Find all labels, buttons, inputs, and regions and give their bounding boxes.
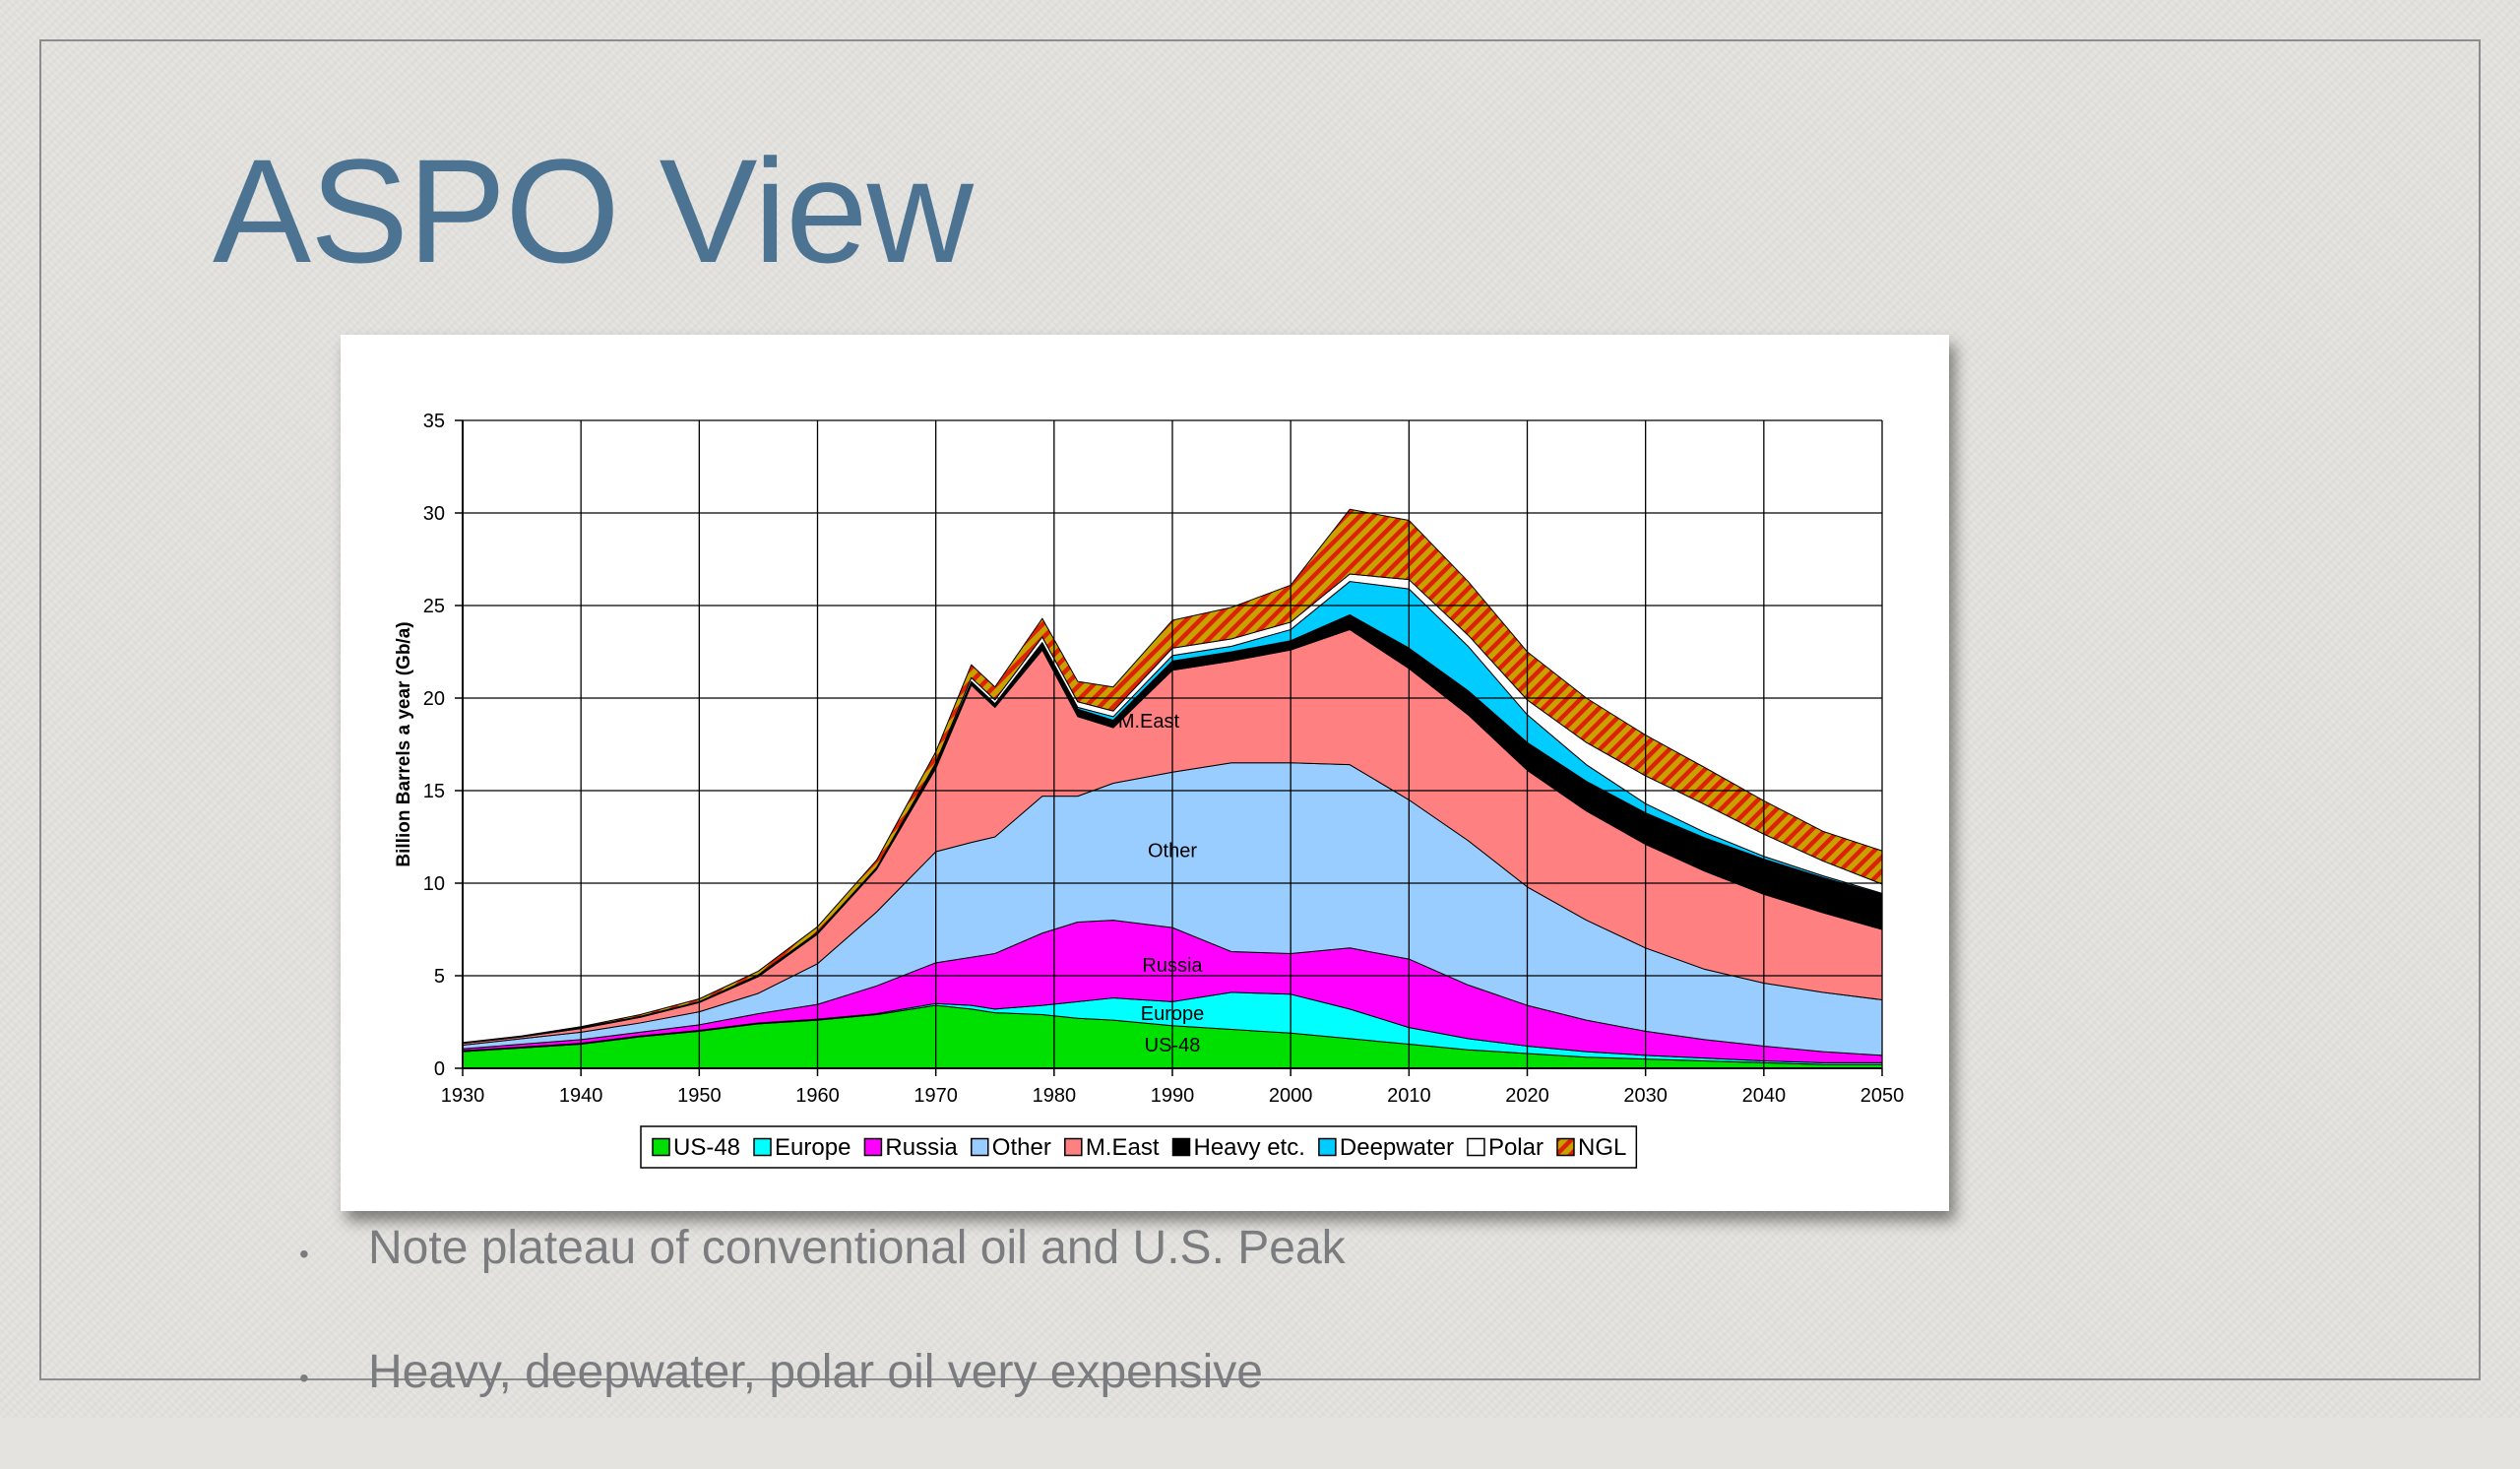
bullet-item: • Note plateau of conventional oil and U… (295, 1221, 1346, 1345)
chart-panel: 1930 1940 1950 1960 1970 1980 1990 2000 2010 2020… (341, 335, 1949, 1211)
annotation-europe: Europe (1141, 1003, 1205, 1025)
y-tick-label: 25 (423, 596, 445, 617)
x-tick-label: 2030 (1623, 1085, 1668, 1107)
legend-label-deepwater: Deepwater (1340, 1134, 1454, 1161)
legend-swatch-heavy-etc (1171, 1137, 1191, 1157)
legend-swatch-m-east (1064, 1137, 1083, 1157)
series-annotations: M.East Other Russia Europe US-48 (1118, 711, 1204, 1056)
x-tick-label: 1960 (795, 1085, 840, 1107)
chart-axes: 1930 1940 1950 1960 1970 1980 1990 2000 2010 2020… (423, 411, 1905, 1107)
legend-label-polar: Polar (1488, 1134, 1544, 1161)
legend-label-russia: Russia (885, 1134, 958, 1161)
bullet-dot-icon: • (299, 1239, 309, 1269)
x-tick-label: 1990 (1151, 1085, 1195, 1107)
legend-swatch-ngl (1556, 1137, 1575, 1157)
legend-label-europe: Europe (775, 1134, 850, 1161)
y-tick-label: 0 (434, 1058, 445, 1080)
bullet-dot-icon: • (299, 1363, 309, 1393)
x-tick-label: 1970 (914, 1085, 958, 1107)
x-tick-label: 2050 (1860, 1085, 1905, 1107)
legend-label-ngl: NGL (1578, 1134, 1626, 1161)
bullet-list: • Note plateau of conventional oil and U… (295, 1221, 1346, 1469)
legend-swatch-other (971, 1137, 989, 1157)
bullet-text: Heavy, deepwater, polar oil very expensi… (368, 1346, 1263, 1398)
chart-legend: US-48 Europe Russia Other M.East Heavy etc. De… (640, 1125, 1638, 1169)
oil-production-chart: 1930 1940 1950 1960 1970 1980 1990 2000 2010 2020… (394, 411, 1905, 1169)
legend-swatch-russia (863, 1137, 883, 1157)
legend-label-heavy-etc: Heavy etc. (1194, 1134, 1305, 1161)
annotation-m-east: M.East (1118, 711, 1180, 733)
legend-label-us-48: US-48 (673, 1134, 740, 1161)
bullet-text: Note plateau of conventional oil and U.S… (368, 1222, 1346, 1274)
y-tick-label: 15 (423, 781, 445, 802)
legend-label-other: Other (992, 1134, 1051, 1161)
x-tick-label: 2010 (1387, 1085, 1431, 1107)
y-tick-label: 35 (423, 411, 445, 432)
y-tick-label: 30 (423, 503, 445, 525)
y-tick-label: 20 (423, 688, 445, 710)
legend-swatch-polar (1467, 1137, 1485, 1157)
x-tick-label: 1980 (1033, 1085, 1077, 1107)
x-tick-label: 1930 (441, 1085, 485, 1107)
bullet-item: • Heavy, deepwater, polar oil very expen… (295, 1345, 1346, 1469)
y-tick-label: 10 (423, 873, 445, 895)
slide-title: ASPO View (213, 128, 974, 293)
legend-swatch-europe (753, 1137, 772, 1157)
x-tick-label: 1950 (677, 1085, 722, 1107)
legend-label-m-east: M.East (1086, 1134, 1160, 1161)
legend-swatch-us-48 (652, 1137, 670, 1157)
annotation-us-48: US-48 (1145, 1035, 1201, 1056)
y-axis-label: Billion Barrels a year (Gb/a) (394, 621, 414, 866)
annotation-russia: Russia (1142, 955, 1203, 977)
x-tick-label: 1940 (559, 1085, 603, 1107)
legend-swatch-deepwater (1318, 1137, 1337, 1157)
slide-frame (39, 39, 2481, 1380)
x-tick-label: 2040 (1742, 1085, 1787, 1107)
y-tick-label: 5 (434, 966, 445, 988)
x-tick-label: 2000 (1269, 1085, 1313, 1107)
x-tick-label: 2020 (1505, 1085, 1549, 1107)
annotation-other: Other (1148, 841, 1197, 862)
